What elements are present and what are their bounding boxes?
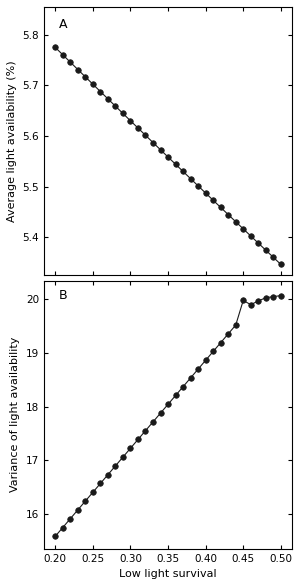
Text: A: A (59, 18, 68, 30)
Y-axis label: Variance of light availability: Variance of light availability (10, 337, 20, 492)
Y-axis label: Average light availability (%): Average light availability (%) (7, 60, 17, 222)
Text: B: B (59, 289, 68, 302)
X-axis label: Low light survival: Low light survival (119, 569, 217, 579)
